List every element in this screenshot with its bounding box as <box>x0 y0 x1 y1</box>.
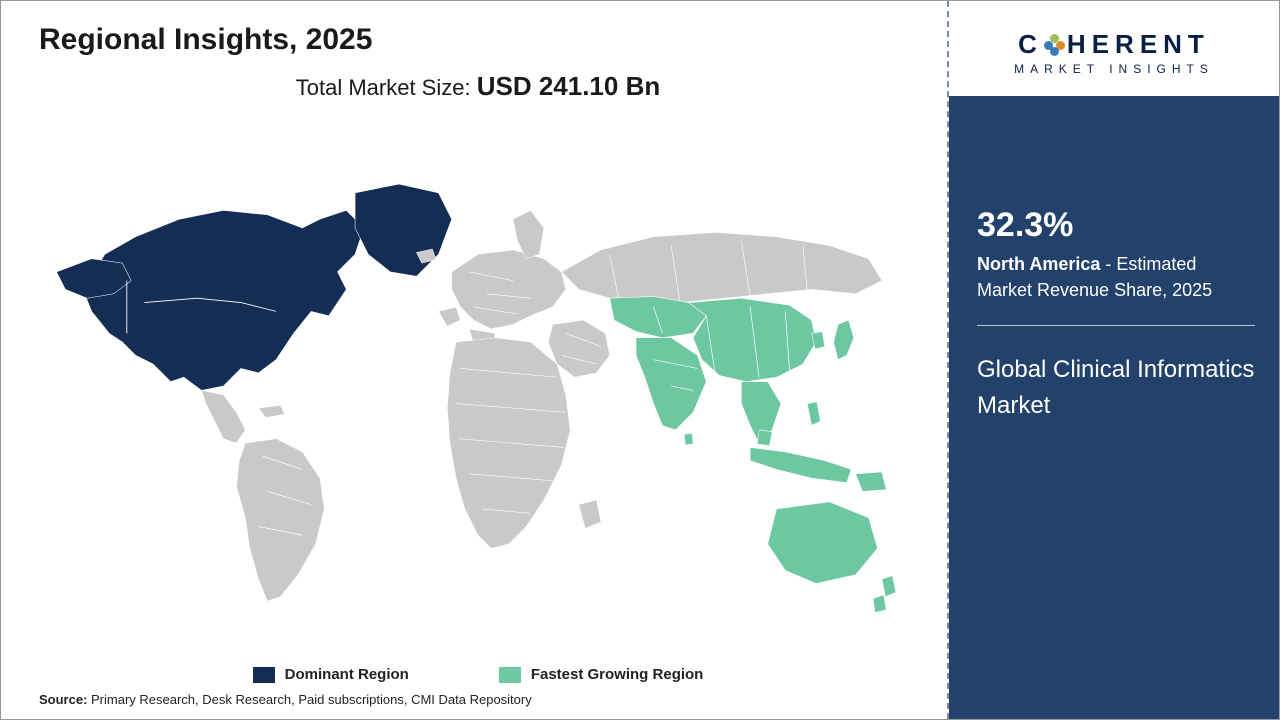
source-text: Primary Research, Desk Research, Paid su… <box>91 692 532 707</box>
infographic-frame: Regional Insights, 2025 Total Market Siz… <box>0 0 1280 720</box>
legend-swatch-dominant <box>253 667 275 683</box>
source-line: Source: Primary Research, Desk Research,… <box>39 692 532 707</box>
market-title: Global Clinical Informatics Market <box>977 352 1255 424</box>
region-russia <box>561 232 881 302</box>
region-south-america <box>237 439 325 601</box>
source-prefix: Source: <box>39 692 91 707</box>
percent-value: 32.3% <box>977 206 1255 245</box>
region-north-america <box>57 184 452 390</box>
right-panel: C HERENT MARKET INSIGHTS 32.3% North Ame… <box>949 1 1279 719</box>
panel-divider <box>977 325 1255 326</box>
legend-label-dominant: Dominant Region <box>285 666 409 683</box>
subtitle: Total Market Size: USD 241.10 Bn <box>39 71 917 102</box>
legend-label-fastest: Fastest Growing Region <box>531 666 704 683</box>
page-title: Regional Insights, 2025 <box>39 23 917 57</box>
stats-panel: 32.3% North America - Estimated Market R… <box>949 96 1279 719</box>
logo-dot-icon <box>1045 35 1065 55</box>
percent-desc: North America - Estimated Market Revenue… <box>977 251 1255 303</box>
logo-line2: MARKET INSIGHTS <box>1014 62 1214 76</box>
legend-item-fastest: Fastest Growing Region <box>499 666 704 683</box>
region-asia-pacific <box>610 296 896 612</box>
legend: Dominant Region Fastest Growing Region <box>39 666 917 683</box>
left-panel: Regional Insights, 2025 Total Market Siz… <box>1 1 947 719</box>
brand-logo: C HERENT MARKET INSIGHTS <box>949 1 1279 96</box>
world-map-svg <box>39 156 917 616</box>
subtitle-value: USD 241.10 Bn <box>477 71 661 101</box>
legend-swatch-fastest <box>499 667 521 683</box>
world-map <box>39 108 917 664</box>
region-central-america <box>201 390 245 443</box>
legend-item-dominant: Dominant Region <box>253 666 409 683</box>
logo-line1: C HERENT <box>1018 29 1210 60</box>
subtitle-label: Total Market Size: <box>296 75 477 100</box>
